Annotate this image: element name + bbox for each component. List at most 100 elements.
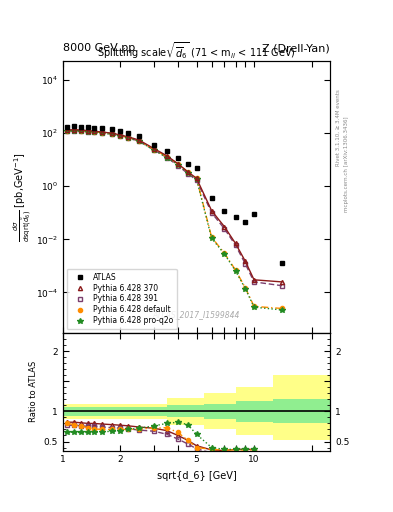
Pythia 6.428 pro-q2o: [280, 307, 285, 313]
Pythia 6.428 391: [72, 127, 77, 134]
Pythia 6.428 pro-q2o: [64, 128, 69, 134]
Pythia 6.428 370: [91, 128, 96, 134]
Pythia 6.428 pro-q2o: [209, 235, 214, 241]
Pythia 6.428 pro-q2o: [252, 304, 256, 310]
Pythia 6.428 391: [109, 131, 114, 137]
Pythia 6.428 391: [126, 135, 131, 141]
Pythia 6.428 pro-q2o: [152, 147, 156, 153]
Pythia 6.428 pro-q2o: [243, 286, 248, 292]
Pythia 6.428 370: [85, 127, 90, 134]
Pythia 6.428 370: [209, 208, 214, 214]
ATLAS: [91, 124, 96, 131]
Pythia 6.428 391: [243, 261, 248, 267]
Pythia 6.428 370: [109, 130, 114, 136]
Pythia 6.428 391: [118, 133, 123, 139]
Y-axis label: $\frac{d\sigma}{d\mathrm{sqrt}(\tilde{d}_6)}$ [pb,GeV$^{-1}$]: $\frac{d\sigma}{d\mathrm{sqrt}(\tilde{d}…: [11, 152, 33, 242]
Pythia 6.428 pro-q2o: [165, 155, 169, 161]
Pythia 6.428 default: [109, 131, 114, 137]
Pythia 6.428 default: [118, 133, 123, 139]
ATLAS: [222, 208, 227, 214]
Pythia 6.428 370: [126, 134, 131, 140]
Pythia 6.428 391: [165, 155, 169, 161]
Pythia 6.428 pro-q2o: [185, 170, 190, 176]
Pythia 6.428 370: [118, 132, 123, 138]
Pythia 6.428 370: [233, 241, 238, 247]
Line: Pythia 6.428 default: Pythia 6.428 default: [65, 128, 284, 311]
Pythia 6.428 pro-q2o: [194, 176, 199, 182]
Pythia 6.428 pro-q2o: [137, 138, 141, 144]
ATLAS: [118, 128, 123, 134]
Pythia 6.428 391: [64, 128, 69, 134]
Pythia 6.428 370: [252, 276, 256, 283]
Pythia 6.428 default: [152, 146, 156, 153]
Pythia 6.428 391: [280, 283, 285, 289]
Text: Z (Drell-Yan): Z (Drell-Yan): [263, 43, 330, 53]
Y-axis label: Ratio to ATLAS: Ratio to ATLAS: [29, 361, 38, 422]
ATLAS: [176, 155, 180, 161]
X-axis label: sqrt{d_6} [GeV]: sqrt{d_6} [GeV]: [157, 470, 236, 481]
Pythia 6.428 pro-q2o: [91, 130, 96, 136]
Pythia 6.428 default: [222, 250, 227, 257]
Legend: ATLAS, Pythia 6.428 370, Pythia 6.428 391, Pythia 6.428 default, Pythia 6.428 pr: ATLAS, Pythia 6.428 370, Pythia 6.428 39…: [67, 269, 177, 329]
ATLAS: [85, 124, 90, 131]
Pythia 6.428 370: [222, 224, 227, 230]
Pythia 6.428 pro-q2o: [79, 128, 84, 134]
Pythia 6.428 default: [126, 135, 131, 141]
Line: Pythia 6.428 391: Pythia 6.428 391: [65, 129, 284, 288]
ATLAS: [64, 124, 69, 130]
Pythia 6.428 370: [176, 161, 180, 167]
Pythia 6.428 pro-q2o: [126, 135, 131, 141]
Pythia 6.428 391: [194, 177, 199, 183]
Text: Rivet 3.1.10, ≥ 3.4M events: Rivet 3.1.10, ≥ 3.4M events: [336, 90, 341, 166]
Pythia 6.428 default: [243, 285, 248, 291]
Line: Pythia 6.428 370: Pythia 6.428 370: [65, 127, 284, 284]
Pythia 6.428 370: [64, 127, 69, 133]
ATLAS: [194, 164, 199, 170]
ATLAS: [137, 133, 141, 139]
Pythia 6.428 370: [152, 145, 156, 152]
Pythia 6.428 default: [233, 267, 238, 273]
ATLAS: [152, 142, 156, 148]
Pythia 6.428 391: [209, 210, 214, 216]
Pythia 6.428 391: [91, 129, 96, 135]
ATLAS: [233, 214, 238, 220]
Pythia 6.428 391: [176, 162, 180, 168]
ATLAS: [72, 123, 77, 130]
Pythia 6.428 391: [137, 138, 141, 144]
Pythia 6.428 default: [85, 128, 90, 134]
Pythia 6.428 default: [91, 129, 96, 135]
ATLAS: [209, 195, 214, 201]
Line: ATLAS: ATLAS: [64, 124, 285, 265]
Title: Splitting scale$\sqrt{\overline{d}_6}$ (71 < m$_{ll}$ < 111 GeV): Splitting scale$\sqrt{\overline{d}_6}$ (…: [97, 40, 296, 61]
Pythia 6.428 default: [165, 154, 169, 160]
Pythia 6.428 370: [194, 175, 199, 181]
Pythia 6.428 pro-q2o: [99, 130, 104, 136]
Pythia 6.428 370: [280, 279, 285, 285]
ATLAS: [243, 219, 248, 225]
Pythia 6.428 370: [72, 126, 77, 133]
Pythia 6.428 370: [185, 169, 190, 175]
Pythia 6.428 pro-q2o: [72, 128, 77, 134]
Pythia 6.428 370: [79, 127, 84, 133]
ATLAS: [185, 161, 190, 167]
Pythia 6.428 370: [165, 153, 169, 159]
Pythia 6.428 391: [85, 129, 90, 135]
Pythia 6.428 370: [137, 137, 141, 143]
Pythia 6.428 default: [209, 234, 214, 240]
Pythia 6.428 391: [79, 128, 84, 134]
Pythia 6.428 default: [137, 138, 141, 144]
Line: Pythia 6.428 pro-q2o: Pythia 6.428 pro-q2o: [64, 128, 285, 313]
Pythia 6.428 370: [99, 129, 104, 135]
ATLAS: [126, 130, 131, 136]
Pythia 6.428 391: [252, 279, 256, 285]
Pythia 6.428 default: [280, 305, 285, 311]
ATLAS: [252, 211, 256, 217]
Pythia 6.428 pro-q2o: [233, 268, 238, 274]
Pythia 6.428 default: [99, 130, 104, 136]
Pythia 6.428 default: [185, 169, 190, 175]
Pythia 6.428 391: [233, 242, 238, 248]
Text: ATLAS_2017_I1599844: ATLAS_2017_I1599844: [153, 310, 240, 319]
ATLAS: [99, 125, 104, 131]
Pythia 6.428 391: [185, 170, 190, 177]
Pythia 6.428 pro-q2o: [85, 129, 90, 135]
